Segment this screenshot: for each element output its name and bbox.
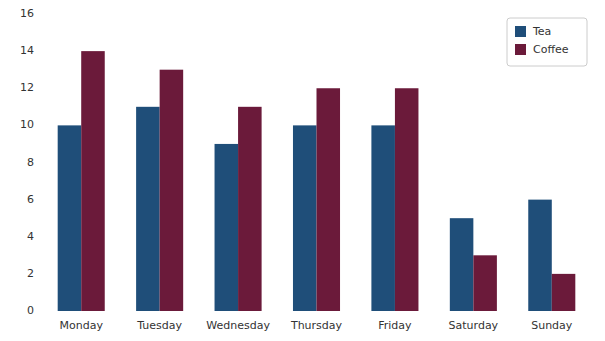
bar — [371, 125, 395, 311]
x-tick-label: Thursday — [290, 319, 343, 332]
chart-container: 0 2 4 6 8 10 12 14 16 Monday Tuesday Wednesday Thurs… — [0, 0, 605, 341]
bar — [136, 107, 160, 311]
legend-swatch — [515, 26, 526, 37]
y-tick-label: 6 — [27, 193, 34, 206]
bars — [58, 51, 576, 311]
x-tick-label: Monday — [59, 319, 103, 332]
y-tick-label: 8 — [27, 156, 34, 169]
bar — [528, 200, 552, 311]
legend: Tea Coffee — [507, 18, 587, 66]
bar — [552, 274, 576, 311]
bar — [293, 125, 317, 311]
y-tick-label: 10 — [20, 118, 34, 131]
x-tick-label: Sunday — [531, 319, 573, 332]
bar — [215, 144, 239, 311]
y-tick-label: 2 — [27, 267, 34, 280]
x-tick-label: Wednesday — [206, 319, 270, 332]
y-axis: 0 2 4 6 8 10 12 14 16 — [20, 7, 34, 317]
legend-swatch — [515, 44, 526, 55]
x-tick-label: Tuesday — [136, 319, 182, 332]
y-tick-label: 0 — [27, 304, 34, 317]
bar — [238, 107, 262, 311]
x-axis: Monday Tuesday Wednesday Thursday Friday Satu… — [59, 319, 572, 332]
bar — [473, 255, 497, 311]
legend-label: Coffee — [533, 43, 569, 56]
chart-svg: 0 2 4 6 8 10 12 14 16 Monday Tuesday Wednesday Thurs… — [0, 0, 605, 341]
legend-box — [507, 18, 587, 66]
bar — [395, 88, 419, 311]
y-tick-label: 12 — [20, 81, 34, 94]
bar — [317, 88, 341, 311]
x-tick-label: Saturday — [449, 319, 499, 332]
bar — [81, 51, 105, 311]
x-tick-label: Friday — [378, 319, 412, 332]
bar — [160, 70, 184, 311]
y-tick-label: 14 — [20, 44, 34, 57]
y-tick-label: 16 — [20, 7, 34, 20]
y-tick-label: 4 — [27, 230, 34, 243]
bar — [450, 218, 474, 311]
bar — [58, 125, 82, 311]
legend-label: Tea — [532, 25, 551, 38]
